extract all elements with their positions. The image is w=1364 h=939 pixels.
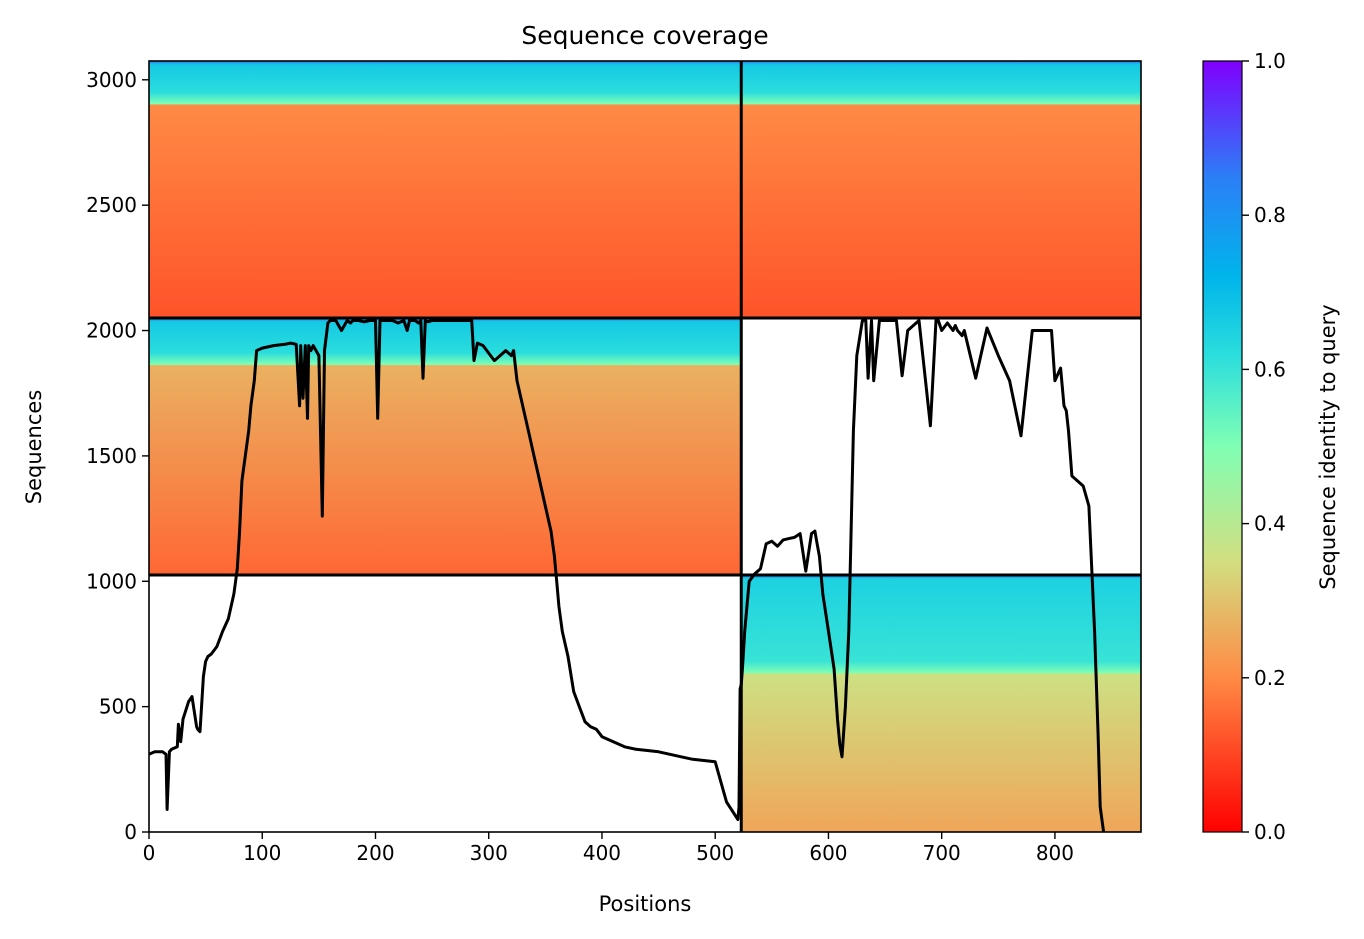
colorbar-tick-label: 0.4 bbox=[1254, 512, 1286, 536]
block-chain2-upper bbox=[741, 61, 1141, 318]
x-tick-label: 300 bbox=[470, 841, 508, 865]
colorbar bbox=[1202, 60, 1243, 833]
x-tick-label: 400 bbox=[583, 841, 621, 865]
colorbar-tick-label: 0.2 bbox=[1254, 666, 1286, 690]
chart-title: Sequence coverage bbox=[521, 21, 768, 50]
y-tick-label: 2500 bbox=[86, 193, 137, 217]
x-tick-label: 700 bbox=[923, 841, 961, 865]
y-axis: 0 500 1000 1500 2000 2500 3000 bbox=[86, 68, 149, 844]
y-tick-label: 1500 bbox=[86, 444, 137, 468]
colorbar-tick-label: 0.8 bbox=[1254, 203, 1286, 227]
colorbar-axis: 0.0 0.2 0.4 0.6 0.8 1.0 bbox=[1242, 49, 1286, 844]
x-tick-label: 800 bbox=[1036, 841, 1074, 865]
y-tick-label: 3000 bbox=[86, 68, 137, 92]
x-axis-title: Positions bbox=[599, 892, 692, 916]
coverage-line-group bbox=[149, 319, 1106, 832]
block-chain2-lower bbox=[741, 575, 1141, 832]
x-tick-label: 100 bbox=[243, 841, 281, 865]
block-chain1-upper bbox=[149, 61, 742, 318]
y-tick-label: 1000 bbox=[86, 569, 137, 593]
x-tick-label: 500 bbox=[696, 841, 734, 865]
colorbar-tick-label: 1.0 bbox=[1254, 49, 1286, 73]
coverage-blocks bbox=[149, 61, 1141, 832]
plot-frame bbox=[148, 60, 1142, 833]
x-axis: 0 100 200 300 400 500 600 700 800 bbox=[143, 832, 1074, 865]
y-tick-label: 0 bbox=[124, 820, 137, 844]
colorbar-tick-label: 0.6 bbox=[1254, 357, 1286, 381]
y-tick-label: 2000 bbox=[86, 319, 137, 343]
colorbar-tick-label: 0.0 bbox=[1254, 820, 1286, 844]
coverage-line bbox=[149, 319, 1106, 832]
x-tick-label: 200 bbox=[356, 841, 394, 865]
x-tick-label: 0 bbox=[143, 841, 156, 865]
y-axis-title: Sequences bbox=[22, 390, 46, 505]
x-tick-label: 600 bbox=[809, 841, 847, 865]
colorbar-title: Sequence identity to query bbox=[1316, 304, 1340, 589]
y-tick-label: 500 bbox=[99, 695, 137, 719]
